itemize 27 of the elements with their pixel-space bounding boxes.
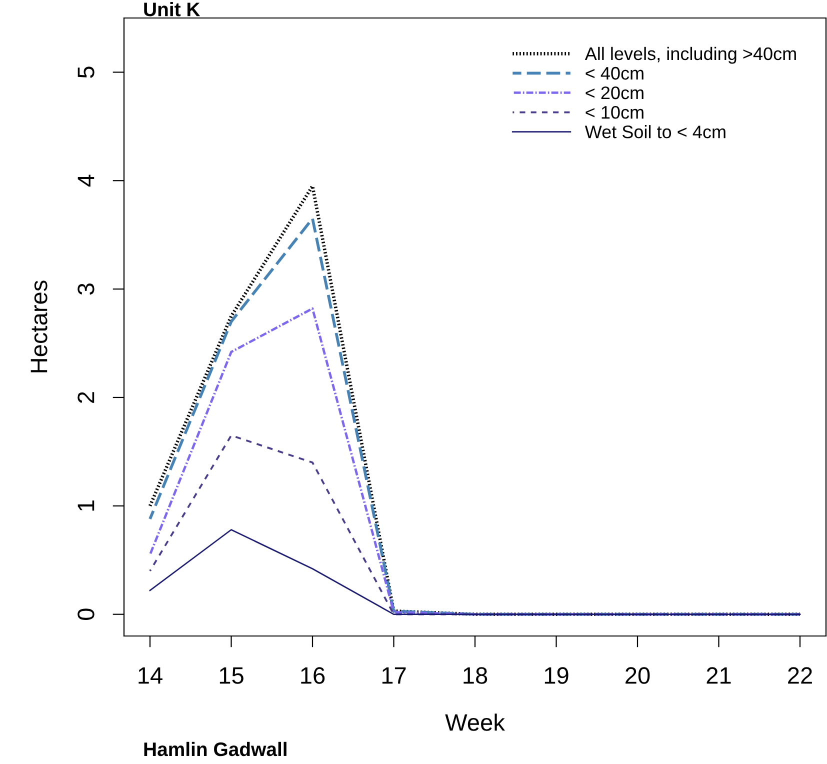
y-tick-label: 4: [78, 174, 94, 187]
legend-label: < 10cm: [586, 106, 644, 119]
line-series: [149, 529, 801, 616]
x-tick-label: 17: [382, 667, 406, 684]
x-tick-label: 14: [138, 667, 162, 684]
y-axis-title: Hectares: [30, 280, 48, 372]
chart-title: Unit K: [144, 2, 200, 16]
x-tick-label: 16: [301, 667, 325, 684]
x-tick-label: 15: [220, 667, 244, 684]
legend-label: < 20cm: [586, 86, 644, 100]
legend-label: All levels, including >40cm: [584, 46, 796, 64]
text: Hamlin Gadwall: [144, 742, 286, 756]
legend-label: Wet Soil to < 4cm: [584, 125, 726, 138]
x-tick-label: 20: [626, 667, 650, 684]
line-series: [149, 434, 801, 616]
x-tick-label: 22: [788, 667, 812, 684]
x-tick-label: 18: [464, 667, 488, 684]
line-series: [148, 307, 802, 616]
legend-label: < 40cm: [586, 66, 644, 80]
y-tick-label: 0: [78, 608, 94, 620]
x-tick-label: 21: [706, 667, 731, 684]
x-axis-title: Week: [445, 714, 506, 731]
y-tick-label: 1: [78, 500, 94, 511]
y-tick-label: 2: [78, 392, 94, 403]
x-tick-label: 19: [544, 667, 568, 684]
y-tick-label: 3: [78, 284, 94, 295]
y-tick-label: 5: [78, 66, 94, 78]
